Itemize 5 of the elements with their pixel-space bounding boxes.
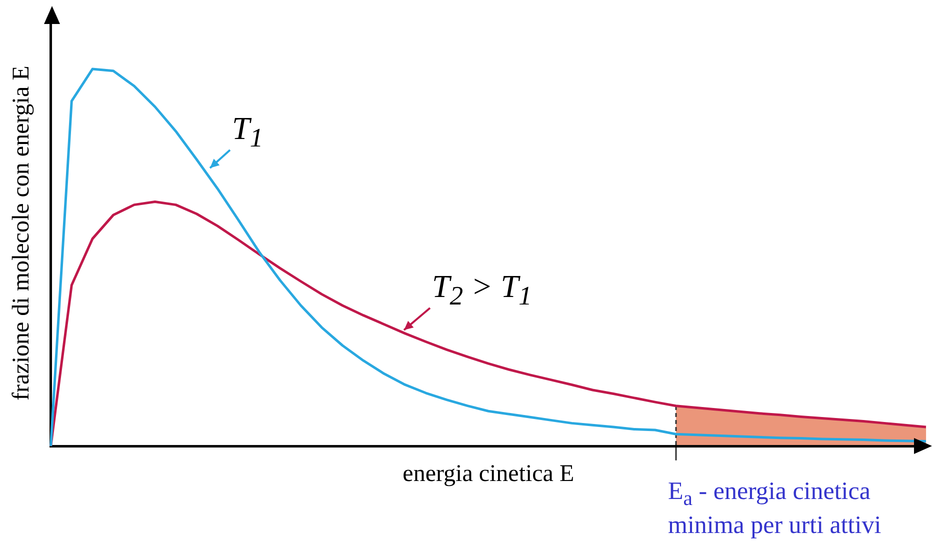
y-axis-title: frazione di molecole con energia E	[8, 66, 35, 400]
text: E$_{a}$ - energia cinetica minima per urti attivi	[668, 478, 882, 540]
series-label: T$_{2}$ > T$_{1}$	[432, 268, 532, 312]
series-label: T$_{1}$	[232, 110, 264, 154]
x-axis-title: energia cinetica E	[402, 460, 574, 487]
